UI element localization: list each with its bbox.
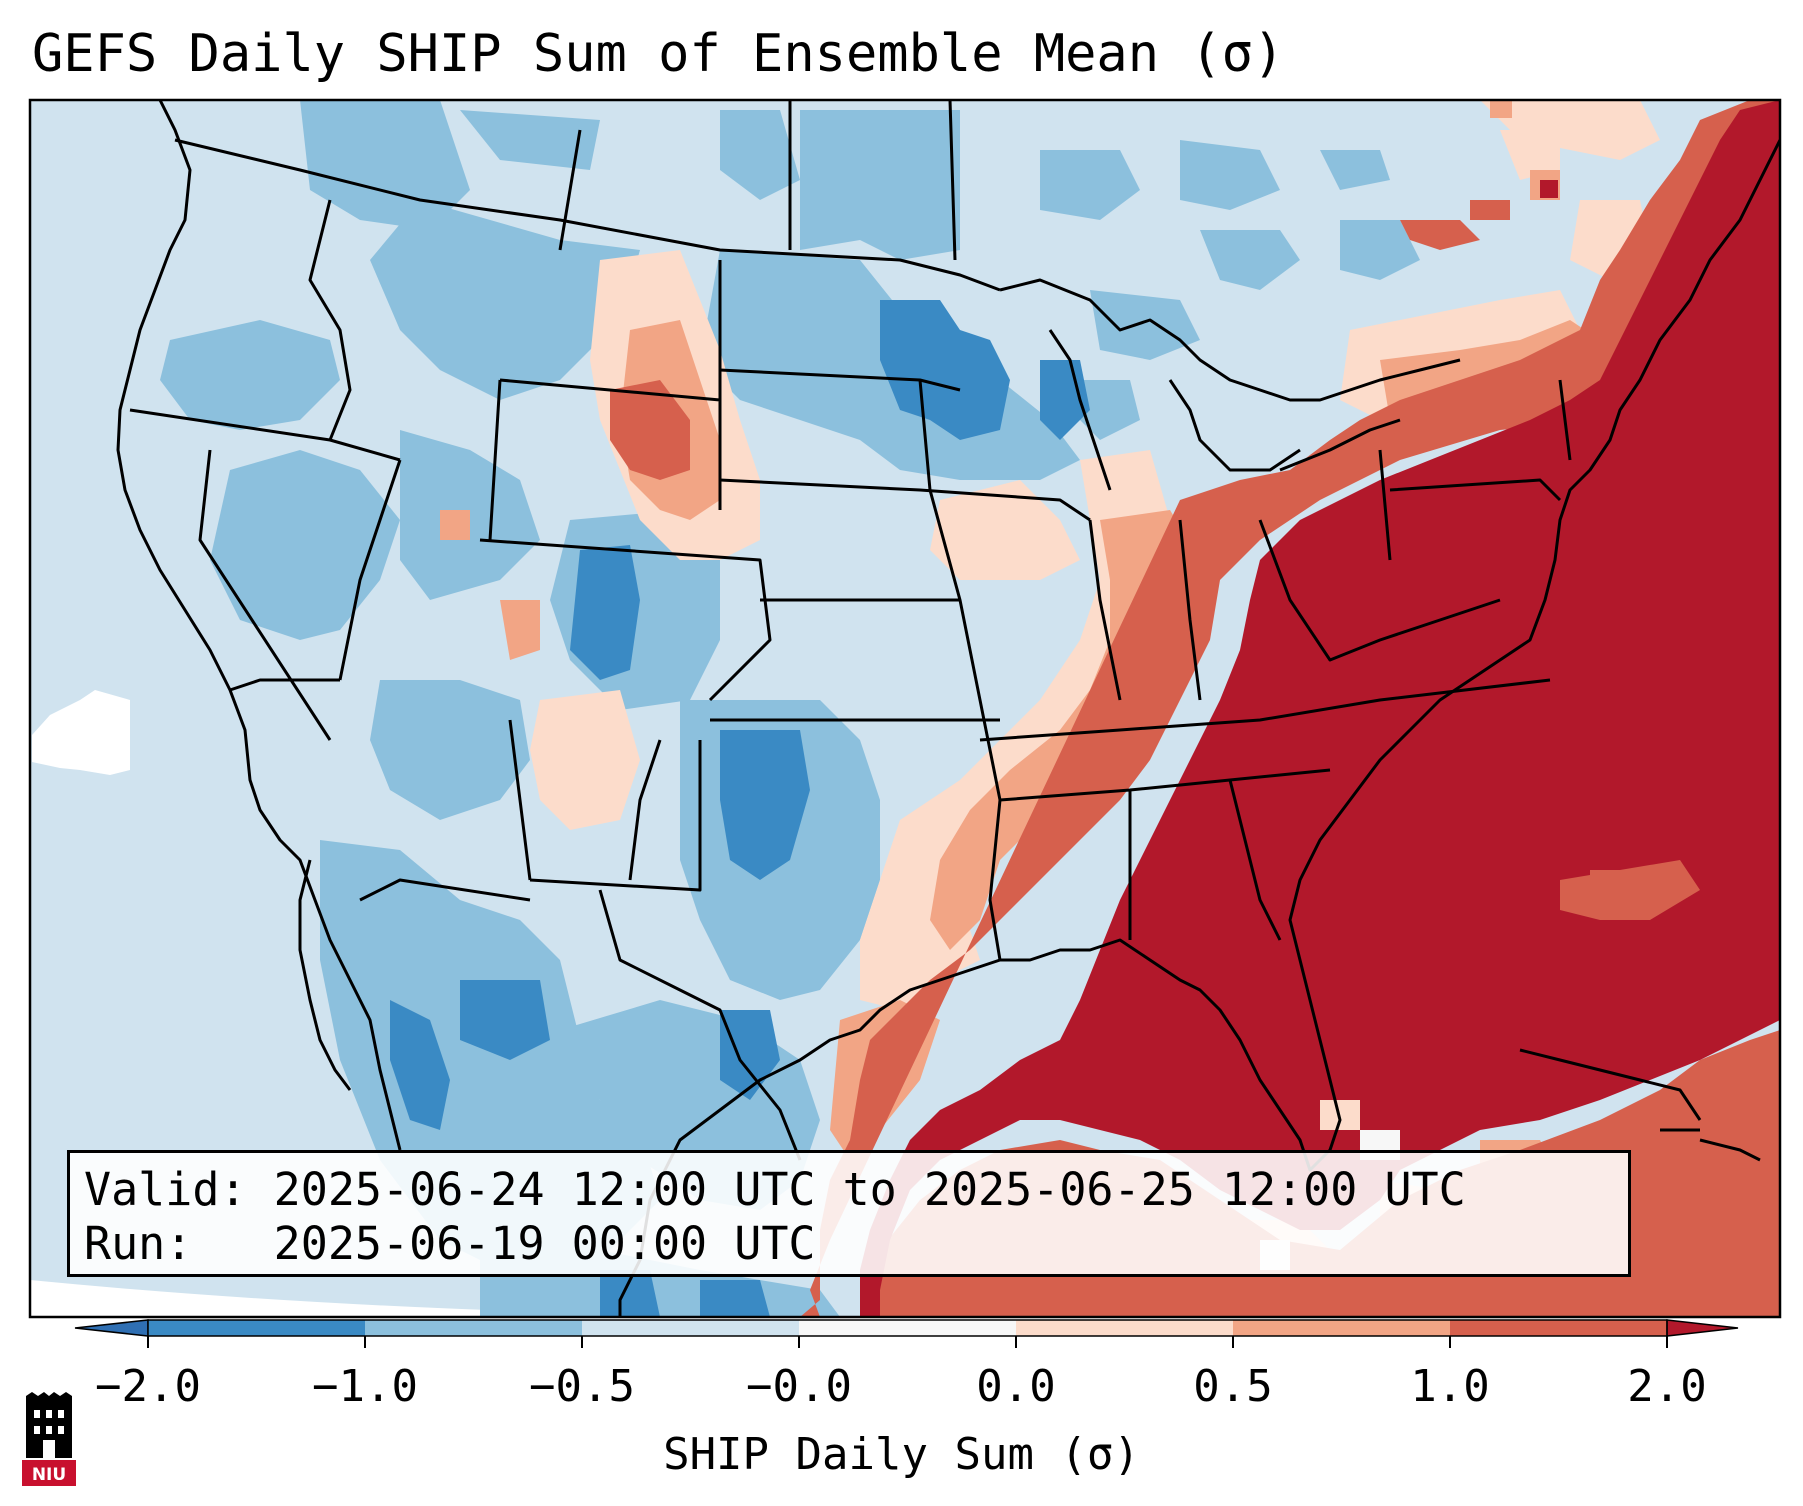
colorbar-tick-label: 0.0: [976, 1361, 1056, 1412]
colorbar-bin: [1450, 1320, 1667, 1336]
outside-domain-pacific-patch: [32, 690, 130, 775]
colorbar-bin: [582, 1320, 799, 1336]
logo-text: NIU: [32, 1465, 66, 1485]
chart-title: GEFS Daily SHIP Sum of Ensemble Mean (σ): [32, 24, 1285, 84]
map-frame: [28, 98, 1782, 1319]
boundaries: [116, 100, 1780, 1317]
colorbar-label: SHIP Daily Sum (σ): [663, 1429, 1140, 1480]
colorbar-under-arrow: [74, 1319, 149, 1337]
colorbar-bin: [148, 1320, 365, 1336]
colorbar-over-arrow: [1666, 1319, 1739, 1337]
colorbar-tick-label: −0.0: [746, 1361, 852, 1412]
colorbar-tick-label: 0.5: [1193, 1361, 1273, 1412]
colorbar-tick-label: −2.0: [95, 1361, 201, 1412]
niu-logo-icon: NIU: [22, 1392, 76, 1486]
colorbar-bin: [1233, 1320, 1450, 1336]
colorbar-tick-label: 1.0: [1410, 1361, 1490, 1412]
run-line: Run: 2025-06-19 00:00 UTC: [84, 1217, 1614, 1271]
colorbar: [74, 1319, 1739, 1348]
colorbar-bin: [1016, 1320, 1233, 1336]
colorbar-bin: [799, 1320, 1016, 1336]
colorbar-tick-label: −0.5: [529, 1361, 635, 1412]
run-text: 2025-06-19 00:00 UTC: [273, 1217, 816, 1270]
colorbar-tick-marks: [147, 1336, 1668, 1348]
info-box: Valid: 2025-06-24 12:00 UTC to 2025-06-2…: [67, 1150, 1631, 1277]
valid-text: 2025-06-24 12:00 UTC to 2025-06-25 12:00…: [273, 1163, 1466, 1216]
valid-label: Valid:: [84, 1163, 247, 1216]
colorbar-bin: [365, 1320, 582, 1336]
outside-domain-bottom-left: [30, 1280, 900, 1317]
valid-line: Valid: 2025-06-24 12:00 UTC to 2025-06-2…: [84, 1163, 1614, 1217]
run-label: Run:: [84, 1217, 193, 1270]
colorbar-frame: [147, 1319, 1668, 1337]
colorbar-tick-label: −1.0: [312, 1361, 418, 1412]
field-dark-blue: [390, 300, 1090, 1317]
colorbar-tick-label: 2.0: [1627, 1361, 1707, 1412]
